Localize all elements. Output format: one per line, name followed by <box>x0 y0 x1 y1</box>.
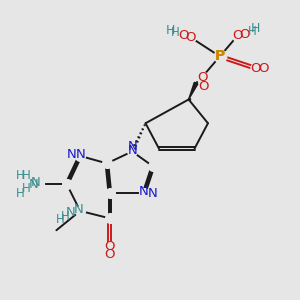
Text: O: O <box>178 29 189 42</box>
Text: P: P <box>215 50 225 63</box>
Text: N: N <box>31 176 40 189</box>
Text: O: O <box>232 29 243 42</box>
Text: H: H <box>61 210 70 224</box>
Text: O: O <box>239 28 250 40</box>
Text: O: O <box>259 62 269 75</box>
Text: N: N <box>128 143 138 157</box>
Text: N: N <box>74 203 83 216</box>
Text: N: N <box>67 148 77 161</box>
Text: N: N <box>75 148 85 161</box>
Text: N: N <box>28 178 38 191</box>
Text: H: H <box>56 213 64 226</box>
Text: H: H <box>22 169 31 182</box>
Text: P: P <box>215 50 225 63</box>
Text: H: H <box>166 24 176 37</box>
Text: O: O <box>105 248 115 261</box>
Text: H: H <box>171 26 180 39</box>
Text: H: H <box>22 182 31 195</box>
Text: O: O <box>198 80 209 93</box>
Text: O: O <box>250 62 261 75</box>
Text: N: N <box>128 140 138 153</box>
Text: H: H <box>251 22 260 34</box>
Polygon shape <box>189 82 198 100</box>
Text: H: H <box>15 187 24 200</box>
Text: H: H <box>15 169 24 182</box>
Text: N: N <box>139 185 149 198</box>
Text: H: H <box>248 25 257 38</box>
Text: O: O <box>197 71 207 84</box>
Text: O: O <box>105 240 115 253</box>
Text: O: O <box>185 31 195 44</box>
Text: N: N <box>148 187 157 200</box>
Text: N: N <box>66 206 76 219</box>
